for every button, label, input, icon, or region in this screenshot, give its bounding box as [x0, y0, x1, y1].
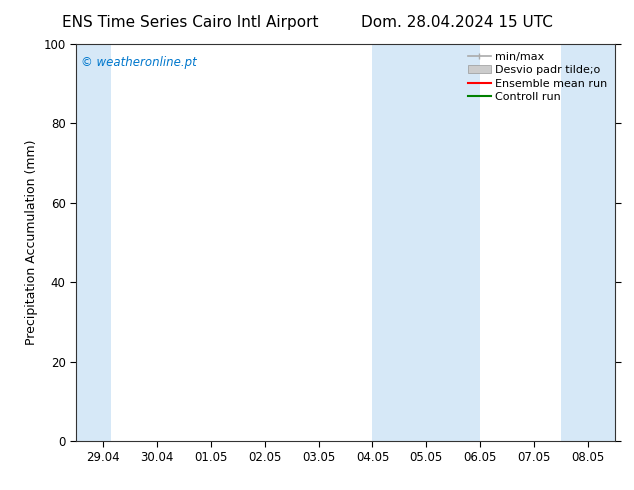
Bar	[561, 44, 615, 441]
Bar	[76, 44, 111, 441]
Text: ENS Time Series Cairo Intl Airport: ENS Time Series Cairo Intl Airport	[62, 15, 318, 30]
Legend: min/max, Desvio padr tilde;o, Ensemble mean run, Controll run: min/max, Desvio padr tilde;o, Ensemble m…	[466, 49, 609, 104]
Y-axis label: Precipitation Accumulation (mm): Precipitation Accumulation (mm)	[25, 140, 38, 345]
Text: © weatheronline.pt: © weatheronline.pt	[81, 56, 197, 69]
Text: Dom. 28.04.2024 15 UTC: Dom. 28.04.2024 15 UTC	[361, 15, 552, 30]
Bar	[373, 44, 481, 441]
